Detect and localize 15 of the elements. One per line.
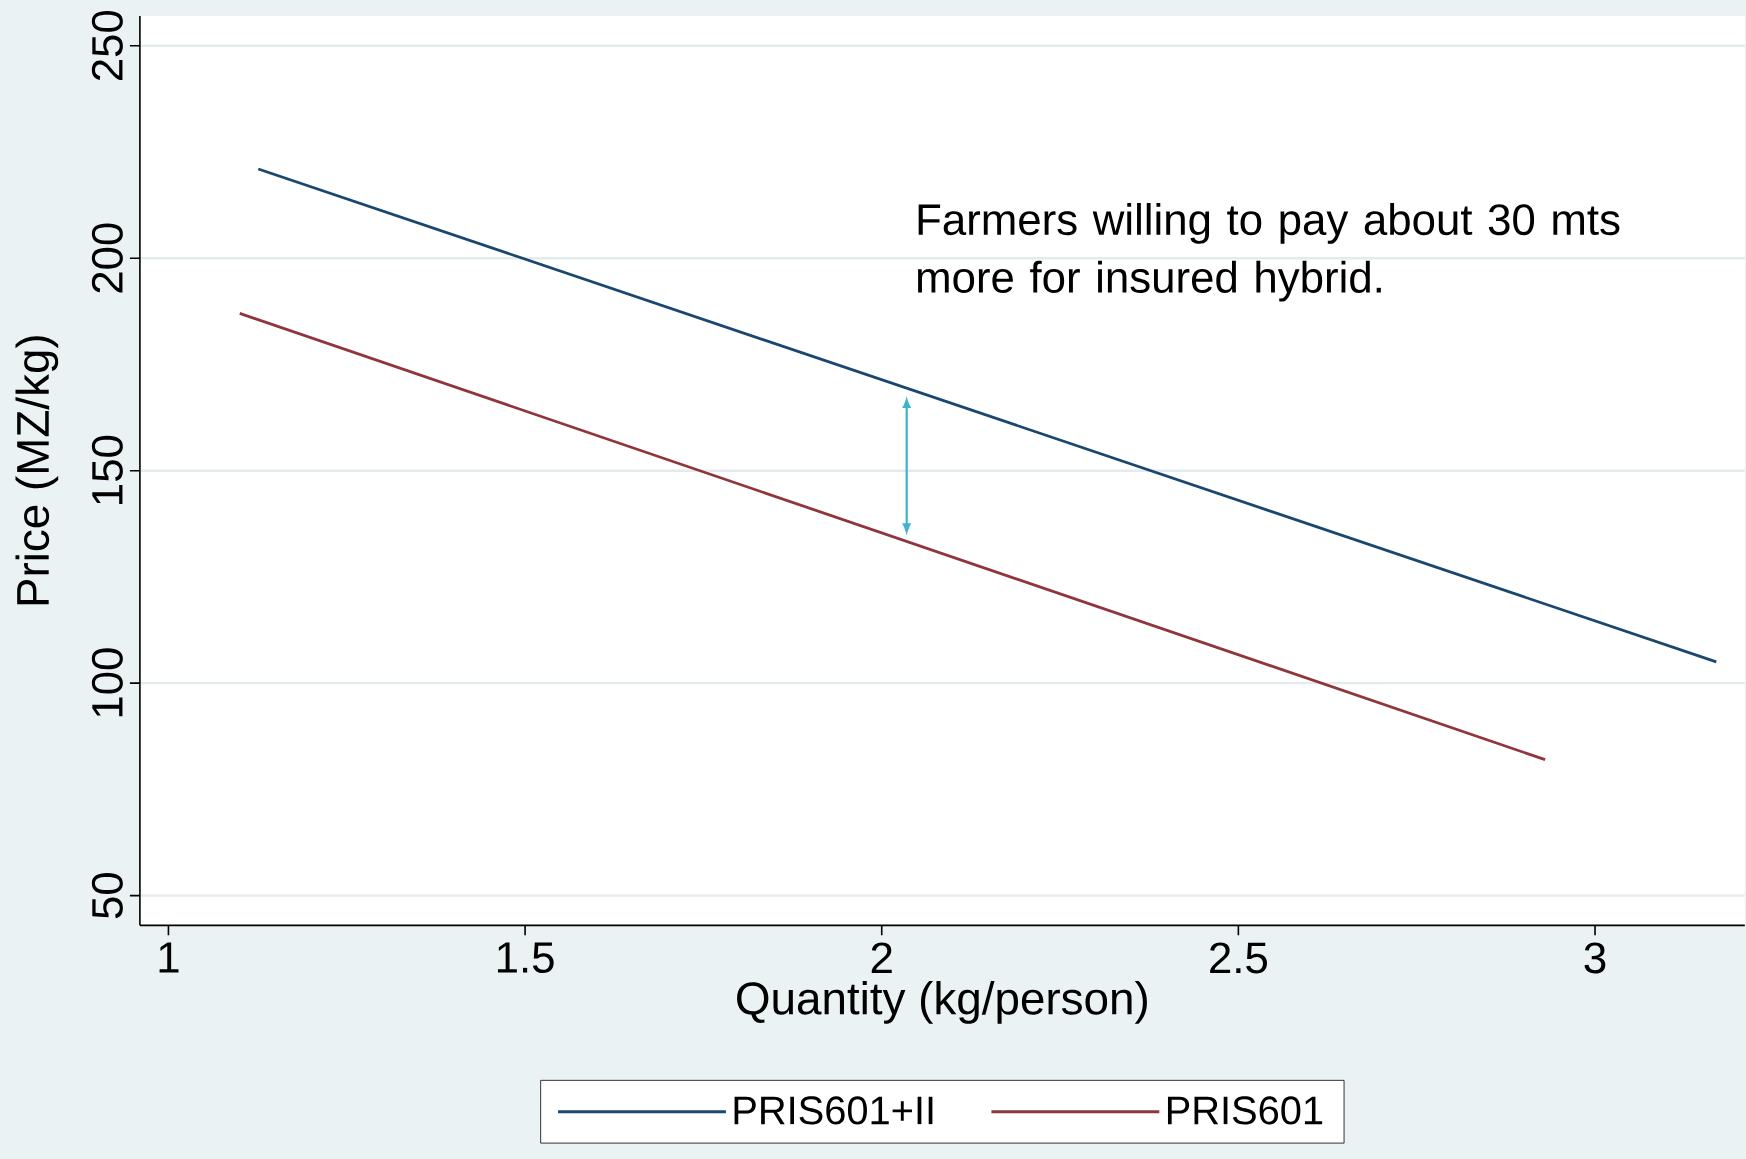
y-tick-label: 100 (91, 648, 123, 717)
x-tick-label: 3 (1584, 942, 1606, 974)
y-tick-label: 200 (91, 223, 123, 293)
x-tick-label: 1.5 (497, 942, 554, 973)
y-tick-label: 50 (91, 872, 123, 919)
x-tick-label: 1 (159, 942, 179, 973)
legend-label: PRIS601+II (734, 1096, 933, 1125)
x-tick-label: 2.5 (1210, 942, 1267, 974)
annotation: Farmers willing to pay about 30 mts more for insured hybrid. (917, 202, 1620, 302)
x-tick-label: 2 (871, 942, 892, 973)
y-tick-label: 150 (91, 435, 123, 504)
y-tick-label: 250 (91, 10, 123, 80)
legend-label: PRIS601 (1167, 1096, 1323, 1125)
y-axis-title: Price (MZ/kg) (15, 336, 59, 605)
x-axis-title: Quantity (kg/person) (737, 980, 1147, 1024)
